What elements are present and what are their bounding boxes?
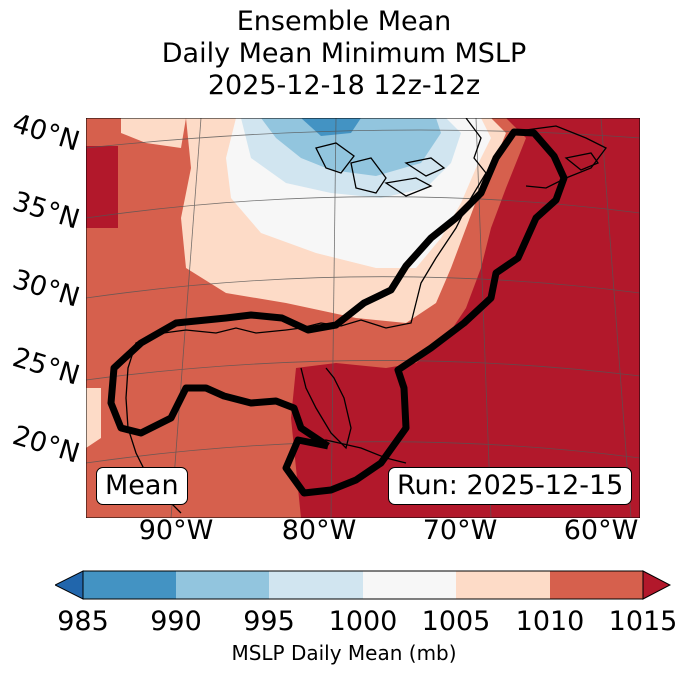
title-line-2: Daily Mean Minimum MSLP xyxy=(161,38,527,69)
run-badge: Run: 2025-12-15 xyxy=(388,467,633,505)
colorbar-tick-1005: 1005 xyxy=(421,606,491,637)
title-line-1: Ensemble Mean xyxy=(236,6,452,37)
colorbar-seg-990 xyxy=(176,571,269,599)
title-line-3: 2025-12-18 12z-12z xyxy=(207,70,481,101)
mslp-map xyxy=(86,118,640,518)
graticule xyxy=(86,118,640,518)
colorbar-seg-985 xyxy=(83,571,176,599)
field-1005-sw xyxy=(86,388,101,448)
mean-badge: Mean xyxy=(96,467,188,505)
colorbar-seg-1000 xyxy=(363,571,456,599)
lat-label-20: 20°N xyxy=(8,420,84,470)
colorbar-extend-low xyxy=(55,570,84,600)
colorbar-seg-1005 xyxy=(456,571,550,599)
colorbar-tick-1015: 1015 xyxy=(608,606,678,637)
ensemble-contour xyxy=(107,128,568,497)
colorbar-tick-985: 985 xyxy=(57,606,109,637)
colorbar-tick-1010: 1010 xyxy=(515,606,585,637)
lon-label-90w: 90°W xyxy=(138,515,214,546)
colorbar-extend-high xyxy=(642,570,671,600)
lon-label-70w: 70°W xyxy=(422,515,498,546)
lat-label-25: 25°N xyxy=(8,342,84,392)
colorbar-seg-1010 xyxy=(550,571,643,599)
lon-label-60w: 60°W xyxy=(563,515,639,546)
colorbar-tick-995: 995 xyxy=(243,606,295,637)
lat-label-40: 40°N xyxy=(8,108,84,158)
lat-label-35: 35°N xyxy=(8,186,84,236)
colorbar-tick-1000: 1000 xyxy=(328,606,398,637)
lon-label-80w: 80°W xyxy=(281,515,357,546)
colorbar-seg-995 xyxy=(269,571,363,599)
lat-label-30: 30°N xyxy=(8,264,84,314)
colorbar-label: MSLP Daily Mean (mb) xyxy=(231,641,457,665)
field-1010-corner xyxy=(86,118,118,146)
colorbar xyxy=(55,570,671,600)
colorbar-tick-990: 990 xyxy=(150,606,202,637)
